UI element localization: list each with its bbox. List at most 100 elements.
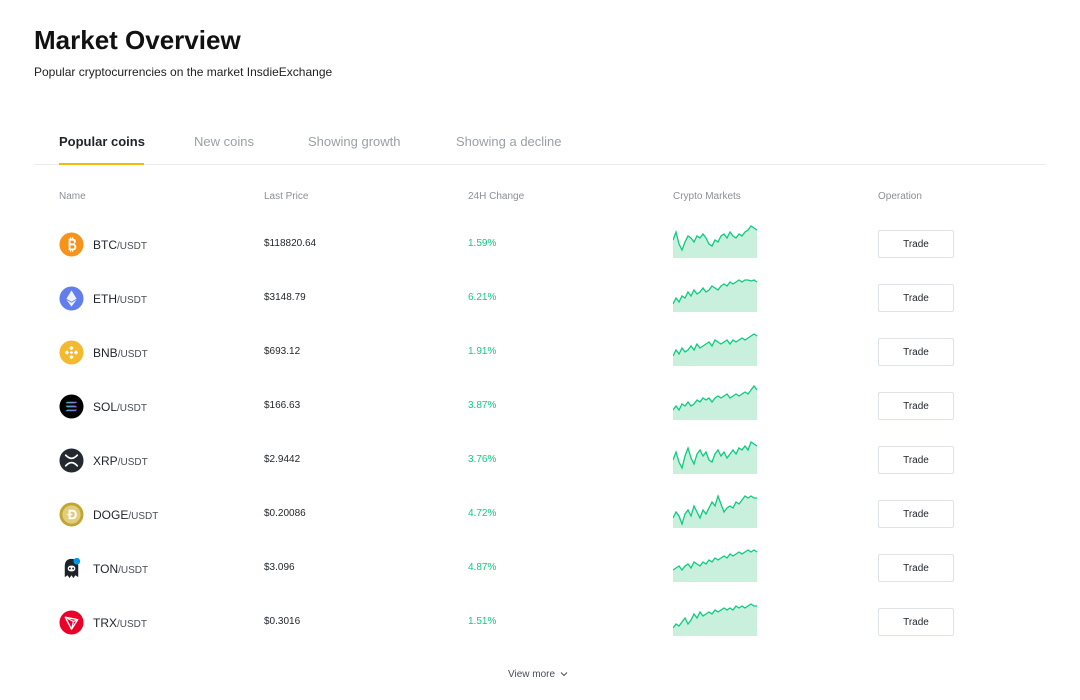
table-row[interactable]: BTC/USDT $118820.64 1.59% Trade — [0, 218, 1080, 272]
quote-symbol: /USDT — [117, 241, 147, 252]
sparkline-area — [673, 226, 757, 258]
last-price: $118820.64 — [264, 238, 317, 249]
column-header-name: Name — [59, 191, 86, 202]
solana-icon — [59, 394, 84, 419]
last-price: $2.9442 — [264, 454, 301, 465]
tab-showing-decline[interactable]: Showing a decline — [456, 134, 562, 149]
bitcoin-icon — [59, 232, 84, 257]
sparkline-line — [673, 441, 757, 470]
quote-symbol: /USDT — [117, 403, 148, 414]
chevron-down-icon — [560, 672, 568, 677]
base-symbol: DOGE — [93, 508, 129, 522]
sparkline-line — [673, 549, 757, 572]
sparkline-area — [673, 334, 757, 366]
bnb-icon — [59, 340, 84, 365]
quote-symbol: /USDT — [117, 349, 148, 360]
market-tabs: Popular coins New coins Showing growth S… — [34, 124, 1046, 165]
base-symbol: BTC — [93, 238, 117, 252]
trading-pair: TRX/USDT — [93, 615, 147, 633]
dogecoin-icon — [59, 502, 84, 527]
column-header-last-price: Last Price — [264, 191, 309, 202]
trade-button[interactable]: Trade — [878, 608, 954, 636]
sparkline-chart — [673, 493, 757, 528]
trading-pair: BNB/USDT — [93, 345, 148, 363]
sparkline-chart — [673, 549, 757, 582]
table-row[interactable]: XRP/USDT $2.9442 3.76% Trade — [0, 434, 1080, 488]
change-24h: 4.87% — [468, 562, 497, 573]
base-symbol: XRP — [93, 454, 118, 468]
column-header-24h-change: 24H Change — [468, 191, 525, 202]
sparkline-chart — [673, 225, 757, 258]
sparkline-area — [673, 442, 757, 474]
page-title: Market Overview — [34, 25, 241, 55]
sparkline-chart — [673, 603, 757, 636]
change-24h: 6.21% — [468, 292, 497, 303]
column-header-crypto-markets: Crypto Markets — [673, 191, 741, 202]
table-row[interactable]: ETH/USDT $3148.79 6.21% Trade — [0, 272, 1080, 326]
page-subtitle: Popular cryptocurrencies on the market I… — [34, 65, 333, 79]
base-symbol: TON — [93, 562, 119, 576]
view-more-label: View more — [508, 669, 556, 680]
trade-button[interactable]: Trade — [878, 284, 954, 312]
last-price: $0.20086 — [264, 508, 306, 519]
last-price: $693.12 — [264, 346, 301, 357]
last-price: $3148.79 — [264, 292, 306, 303]
tab-popular-coins[interactable]: Popular coins — [59, 134, 145, 149]
table-row[interactable]: SOL/USDT $166.63 3.87% Trade — [0, 380, 1080, 434]
trade-button[interactable]: Trade — [878, 500, 954, 528]
column-header-operation: Operation — [878, 191, 922, 202]
table-row[interactable]: DOGE/USDT $0.20086 4.72% Trade — [0, 488, 1080, 542]
quote-symbol: /USDT — [117, 457, 148, 468]
sparkline-area — [673, 496, 757, 528]
sparkline-chart — [673, 384, 757, 420]
sparkline-line — [673, 493, 757, 527]
sparkline-area — [673, 280, 757, 312]
trade-button[interactable]: Trade — [878, 554, 954, 582]
sparkline-chart — [673, 333, 757, 366]
trading-pair: TON/USDT — [93, 561, 148, 579]
ethereum-icon — [59, 286, 84, 311]
trading-pair: XRP/USDT — [93, 453, 148, 471]
last-price: $0.3016 — [264, 616, 301, 627]
change-24h: 1.51% — [468, 616, 497, 627]
tab-showing-growth[interactable]: Showing growth — [308, 134, 401, 149]
table-header: Name Last Price 24H Change Crypto Market… — [0, 190, 1080, 204]
sparkline-line — [673, 225, 757, 252]
quote-symbol: /USDT — [117, 619, 147, 630]
trade-button[interactable]: Trade — [878, 338, 954, 366]
trading-pair: DOGE/USDT — [93, 507, 158, 525]
sparkline-area — [673, 550, 757, 582]
tab-new-coins[interactable]: New coins — [194, 134, 254, 149]
view-more-link[interactable]: View more — [508, 668, 568, 682]
table-row[interactable]: BNB/USDT $693.12 1.91% Trade — [0, 326, 1080, 380]
last-price: $3.096 — [264, 562, 295, 573]
sparkline-line — [673, 279, 757, 305]
base-symbol: BNB — [93, 346, 118, 360]
table-row[interactable]: TON/USDT $3.096 4.87% Trade — [0, 542, 1080, 596]
change-24h: 4.72% — [468, 508, 497, 519]
quote-symbol: /USDT — [118, 565, 149, 576]
base-symbol: ETH — [93, 292, 117, 306]
change-24h: 1.59% — [468, 238, 497, 249]
trade-button[interactable]: Trade — [878, 230, 954, 258]
active-tab-indicator — [59, 163, 144, 165]
quote-symbol: /USDT — [117, 295, 147, 306]
sparkline-chart — [673, 441, 757, 474]
sparkline-line — [673, 333, 757, 357]
trade-button[interactable]: Trade — [878, 392, 954, 420]
sparkline-area — [673, 386, 757, 420]
base-symbol: SOL — [93, 400, 118, 414]
sparkline-area — [673, 604, 757, 636]
change-24h: 3.76% — [468, 454, 497, 465]
trading-pair: BTC/USDT — [93, 237, 147, 255]
table-row[interactable]: TRX/USDT $0.3016 1.51% Trade — [0, 596, 1080, 650]
trading-pair: ETH/USDT — [93, 291, 147, 309]
xrp-icon — [59, 448, 84, 473]
change-24h: 1.91% — [468, 346, 497, 357]
base-symbol: TRX — [93, 616, 117, 630]
sparkline-line — [673, 603, 757, 629]
trading-pair: SOL/USDT — [93, 399, 147, 417]
tron-icon — [59, 610, 84, 635]
trade-button[interactable]: Trade — [878, 446, 954, 474]
